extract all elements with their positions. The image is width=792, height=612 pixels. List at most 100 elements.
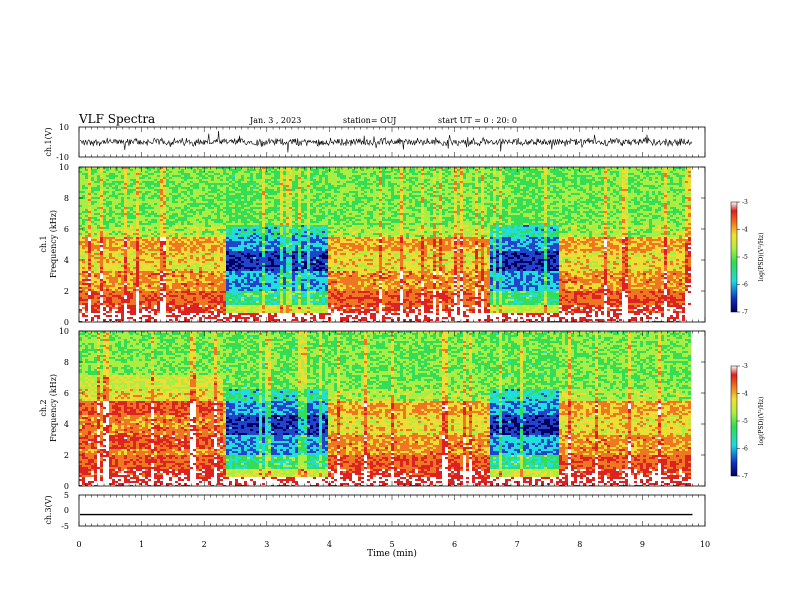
spectrogram-cell — [184, 187, 187, 189]
spectrogram-cell — [136, 321, 139, 322]
spectrogram-cell — [97, 229, 100, 231]
spectrogram-cell — [172, 277, 175, 279]
spectrogram-cell — [199, 279, 202, 281]
spectrogram-cell — [202, 233, 205, 235]
spectrogram-cell — [145, 251, 148, 253]
spectrogram-cell — [109, 267, 112, 269]
spectrogram-cell — [148, 307, 151, 309]
spectrogram-cell — [217, 279, 220, 281]
spectrogram-cell — [178, 211, 181, 213]
spectrogram-cell — [211, 321, 214, 322]
spectrogram-cell — [145, 283, 148, 285]
spectrogram-cell — [133, 203, 136, 205]
spectrogram-cell — [163, 273, 166, 275]
spectrogram-cell — [214, 183, 217, 185]
spectrogram-cell — [175, 189, 178, 191]
spectrogram-cell — [163, 313, 166, 315]
spectrogram-cell — [250, 303, 253, 305]
spectrogram-cell — [214, 293, 217, 295]
spectrogram-cell — [187, 219, 190, 221]
spectrogram-cell — [79, 281, 82, 283]
spectrogram-cell — [103, 315, 106, 317]
spectrogram-cell — [142, 277, 145, 279]
spectrogram-cell — [97, 215, 100, 217]
spectrogram-cell — [79, 267, 82, 269]
spectrogram-cell — [262, 211, 265, 213]
spectrogram-cell — [241, 189, 244, 191]
spectrogram-cell — [247, 213, 250, 215]
spectrogram-cell — [193, 167, 196, 169]
spectrogram-cell — [235, 209, 238, 211]
spectrogram-cell — [91, 197, 94, 199]
spectrogram-cell — [163, 281, 166, 283]
spectrogram-cell — [160, 311, 163, 313]
spectrogram-cell — [127, 205, 130, 207]
spectrogram-cell — [262, 321, 265, 322]
spectrogram-cell — [118, 267, 121, 269]
spectrogram-cell — [196, 293, 199, 295]
spectrogram-cell — [136, 191, 139, 193]
spectrogram-cell — [100, 193, 103, 195]
spectrogram-cell — [145, 315, 148, 317]
spectrogram-cell — [196, 301, 199, 303]
spectrogram-cell — [163, 253, 166, 255]
spectrogram-cell — [127, 239, 130, 241]
spectrogram-cell — [199, 213, 202, 215]
spectrogram-cell — [178, 197, 181, 199]
spectrogram-cell — [187, 189, 190, 191]
spectrogram-cell — [226, 193, 229, 195]
spectrogram-cell — [223, 227, 226, 229]
spectrogram-cell — [142, 321, 145, 322]
spectrogram-cell — [142, 203, 145, 205]
spectrogram-cell — [148, 267, 151, 269]
spectrogram-cell — [226, 275, 229, 277]
spectrogram-cell — [253, 303, 256, 305]
spectrogram-cell — [139, 309, 142, 311]
spectrogram-cell — [217, 303, 220, 305]
spectrogram-cell — [112, 215, 115, 217]
spectrogram-cell — [85, 307, 88, 309]
spectrogram-cell — [157, 221, 160, 223]
spectrogram-cell — [202, 277, 205, 279]
spectrogram-cell — [127, 229, 130, 231]
spectrogram-cell — [244, 287, 247, 289]
spectrogram-cell — [268, 253, 271, 255]
spectrogram-cell — [262, 201, 265, 203]
spectrogram-cell — [163, 291, 166, 293]
spectrogram-cell — [148, 189, 151, 191]
spectrogram-cell — [106, 251, 109, 253]
spectrogram-cell — [136, 193, 139, 195]
spectrogram-cell — [196, 181, 199, 183]
spectrogram-cell — [163, 283, 166, 285]
spectrogram-cell — [124, 237, 127, 239]
spectrogram-cell — [232, 263, 235, 265]
spectrogram-cell — [145, 193, 148, 195]
spectrogram-cell — [169, 245, 172, 247]
spectrogram-cell — [202, 223, 205, 225]
spectrogram-cell — [115, 169, 118, 171]
spectrogram-cell — [157, 273, 160, 275]
spectrogram-cell — [82, 269, 85, 271]
spectrogram-cell — [226, 181, 229, 183]
spectrogram-cell — [172, 251, 175, 253]
spectrogram-cell — [232, 229, 235, 231]
spectrogram-cell — [187, 233, 190, 235]
spectrogram-cell — [214, 211, 217, 213]
spectrogram-cell — [199, 257, 202, 259]
spectrogram-cell — [232, 175, 235, 177]
spectrogram-cell — [217, 321, 220, 322]
spectrogram-cell — [253, 293, 256, 295]
spectrogram-cell — [142, 179, 145, 181]
spectrogram-cell — [220, 227, 223, 229]
spectrogram-cell — [166, 269, 169, 271]
spectrogram-cell — [103, 291, 106, 293]
spectrogram-cell — [241, 315, 244, 317]
spectrogram-cell — [217, 319, 220, 321]
spectrogram-cell — [223, 307, 226, 309]
spectrogram-cell — [82, 215, 85, 217]
spectrogram-cell — [94, 233, 97, 235]
spectrogram-cell — [256, 245, 259, 247]
spectrogram-cell — [199, 211, 202, 213]
spectrogram-cell — [229, 199, 232, 201]
spectrogram-cell — [127, 309, 130, 311]
